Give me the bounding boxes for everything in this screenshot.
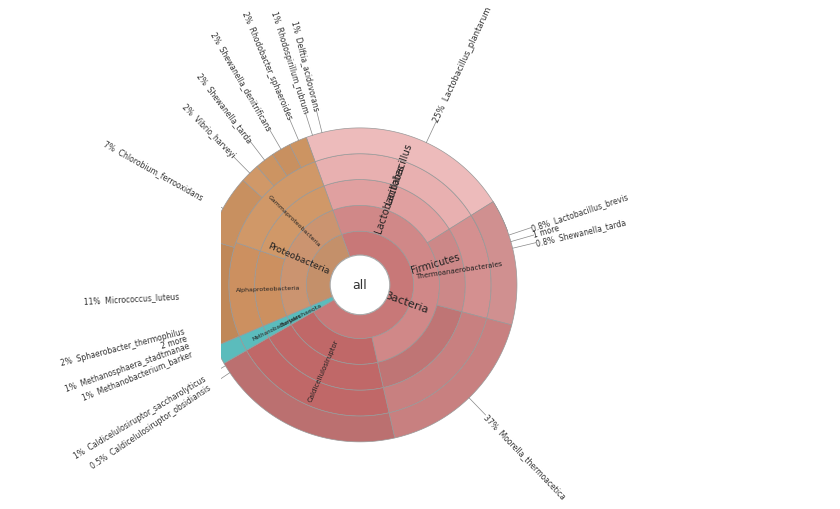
Text: 11%  Micrococcus_luteus: 11% Micrococcus_luteus <box>84 291 180 305</box>
Polygon shape <box>378 305 462 388</box>
Text: 7%  Chlorobium_ferrooxidans: 7% Chlorobium_ferrooxidans <box>102 138 204 201</box>
Polygon shape <box>311 297 334 312</box>
Text: Lactobacillales: Lactobacillales <box>374 162 407 234</box>
Polygon shape <box>389 319 512 438</box>
Text: 0.8%  Lactobacillus_brevis: 0.8% Lactobacillus_brevis <box>530 192 629 232</box>
Text: Gammaproteobacteria: Gammaproteobacteria <box>267 194 321 247</box>
Polygon shape <box>243 167 274 198</box>
Polygon shape <box>324 180 449 243</box>
Polygon shape <box>263 316 291 338</box>
Circle shape <box>330 256 390 315</box>
Polygon shape <box>428 230 465 312</box>
Text: Firmicutes: Firmicutes <box>410 251 461 275</box>
Polygon shape <box>291 312 378 364</box>
Text: all: all <box>353 279 367 292</box>
Polygon shape <box>203 241 239 347</box>
Polygon shape <box>286 306 313 325</box>
Text: 1%  Rhodospirillum_rubrum: 1% Rhodospirillum_rubrum <box>269 10 310 115</box>
Text: 0.5%  Caldicelulosiruptor_obsidiansis: 0.5% Caldicelulosiruptor_obsidiansis <box>89 383 213 470</box>
Text: 37%  Moorella_thermoacetica: 37% Moorella_thermoacetica <box>482 412 568 500</box>
Text: 1%  Caldicelulosiruptor_saccharolyticus: 1% Caldicelulosiruptor_saccharolyticus <box>72 375 207 461</box>
Polygon shape <box>281 211 342 316</box>
Text: 0.8%  Shewanella_tarda: 0.8% Shewanella_tarda <box>535 217 627 247</box>
Text: 2 more: 2 more <box>160 334 188 350</box>
Text: 2%  Shewanella_denitrificans: 2% Shewanella_denitrificans <box>208 30 273 132</box>
Polygon shape <box>255 251 286 326</box>
Polygon shape <box>224 351 395 442</box>
Polygon shape <box>209 181 262 248</box>
Polygon shape <box>236 162 324 251</box>
Text: Proteobacteria: Proteobacteria <box>266 241 331 276</box>
Text: 1%  Delftia_acidovorans: 1% Delftia_acidovorans <box>290 19 321 111</box>
Polygon shape <box>273 145 302 177</box>
Text: Euryarchaeota: Euryarchaeota <box>279 302 323 327</box>
Text: Methanobacteriales: Methanobacteriales <box>252 312 302 341</box>
Polygon shape <box>246 338 389 416</box>
Text: Alphaproteobacteria: Alphaproteobacteria <box>235 285 300 292</box>
Text: Lactobacillus: Lactobacillus <box>383 142 413 206</box>
Polygon shape <box>228 243 263 336</box>
Polygon shape <box>257 155 287 186</box>
Text: 1 more: 1 more <box>533 224 561 240</box>
Polygon shape <box>260 187 333 260</box>
Polygon shape <box>313 232 413 339</box>
Text: Bacteria: Bacteria <box>383 290 430 315</box>
Polygon shape <box>333 206 439 363</box>
Text: 1%  Methanobacterium_barker: 1% Methanobacterium_barker <box>81 349 194 401</box>
Text: Thermoanaerobacterales: Thermoanaerobacterales <box>416 261 503 280</box>
Polygon shape <box>471 202 517 325</box>
Text: Caldicellulosiruptor: Caldicellulosiruptor <box>307 338 339 402</box>
Polygon shape <box>216 336 246 363</box>
Polygon shape <box>307 235 349 306</box>
Polygon shape <box>307 129 507 241</box>
Polygon shape <box>290 138 315 168</box>
Text: 2%  Sphaerobacter_thermophilus: 2% Sphaerobacter_thermophilus <box>60 326 186 367</box>
Text: 1%  Methanosphaera_stadtmanae: 1% Methanosphaera_stadtmanae <box>64 342 191 393</box>
Text: 25%  Lactobacillus_plantarum: 25% Lactobacillus_plantarum <box>433 6 494 124</box>
Text: 2%  Shewanella_tarda: 2% Shewanella_tarda <box>195 72 254 145</box>
Polygon shape <box>471 202 507 241</box>
Polygon shape <box>269 325 383 390</box>
Text: 2%  Rhodobacter_sphaeroides: 2% Rhodobacter_sphaeroides <box>239 11 293 121</box>
Polygon shape <box>383 312 486 413</box>
Polygon shape <box>315 154 471 230</box>
Text: 2%  Vibrio_harveyi: 2% Vibrio_harveyi <box>180 103 236 160</box>
Polygon shape <box>449 216 491 319</box>
Polygon shape <box>239 326 269 351</box>
